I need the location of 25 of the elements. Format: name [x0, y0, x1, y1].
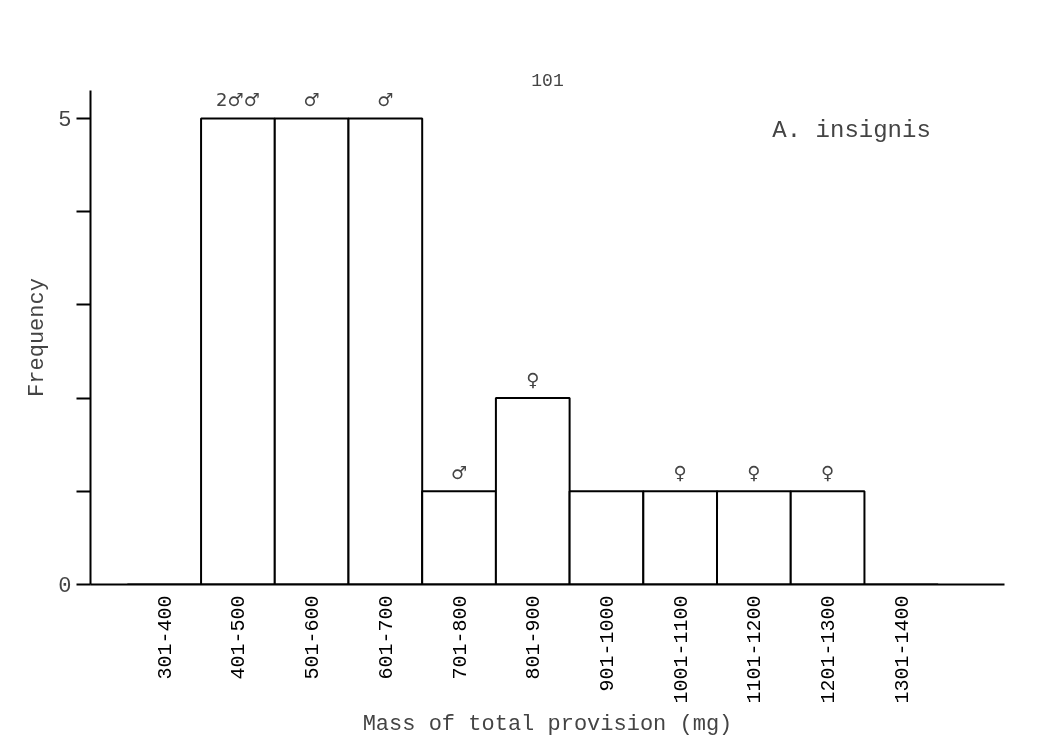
x-tick-label: 601-700 [374, 595, 398, 680]
x-tick-label: 1101-1200 [743, 595, 767, 704]
annotation: ♀ [673, 462, 687, 484]
x-tick-label: 701-800 [448, 595, 472, 680]
x-tick-label: 1001-1100 [669, 595, 693, 704]
annotation: ♀ [821, 462, 835, 484]
annotation: ♂ [377, 89, 394, 111]
x-tick-label: 901-1000 [595, 595, 619, 692]
y-tick-label: 0 [58, 574, 72, 599]
annotation: ♀ [526, 369, 540, 391]
x-tick-label: 1301-1400 [890, 595, 914, 704]
annotation: 2♂♂ [216, 89, 260, 111]
x-tick-label: 801-900 [522, 595, 546, 680]
y-axis-title: Frequency [25, 278, 51, 397]
annotation: ♂ [303, 89, 320, 111]
text: 101 [531, 70, 564, 91]
x-tick-label: 501-600 [301, 595, 325, 680]
annotation: ♂ [450, 462, 468, 484]
y-tick-label: 5 [58, 107, 72, 133]
x-tick-label: 401-500 [227, 595, 251, 680]
x-tick-label: 1201-1300 [817, 595, 841, 704]
x-tick-label: 301-400 [153, 595, 177, 680]
text: A. insignis [772, 116, 931, 144]
annotation: ♀ [747, 462, 761, 484]
x-axis-title: Mass of total provision (mg) [362, 711, 733, 737]
